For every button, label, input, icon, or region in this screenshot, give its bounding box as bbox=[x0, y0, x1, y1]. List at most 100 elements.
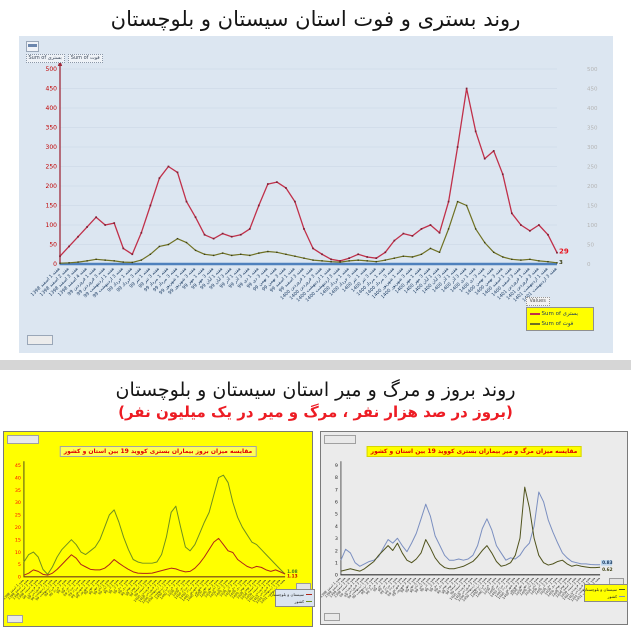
svg-text:15: 15 bbox=[15, 537, 21, 543]
svg-text:30: 30 bbox=[15, 500, 21, 506]
section2-title: روند بروز و مرگ و میر استان سیستان و بلو… bbox=[115, 379, 516, 401]
country-incidence-line-end-label: 1.08 bbox=[287, 569, 298, 575]
legend-item: سیستان و بلوچستان bbox=[583, 587, 625, 592]
legend-label: سیستان و بلوچستان bbox=[583, 587, 617, 592]
legend-label: کشور bbox=[607, 594, 617, 599]
svg-text:40: 40 bbox=[15, 475, 21, 481]
svg-text:50: 50 bbox=[587, 242, 594, 248]
legend-marker bbox=[306, 593, 312, 596]
pivotchart-filter-icon[interactable] bbox=[25, 41, 39, 52]
svg-text:4: 4 bbox=[335, 524, 338, 530]
svg-text:5: 5 bbox=[335, 512, 338, 518]
hospitalization-death-chart-panel: Sum of بستری Sum of فوت 0 0 50 50 100 100 150 15… bbox=[18, 36, 613, 353]
svg-text:500: 500 bbox=[587, 67, 598, 73]
svg-text:3: 3 bbox=[335, 536, 338, 542]
svg-text:200: 200 bbox=[45, 183, 57, 190]
svg-text:300: 300 bbox=[45, 144, 57, 151]
legend-label: سیستان و بلوچستان bbox=[270, 592, 304, 597]
svg-text:450: 450 bbox=[587, 86, 598, 92]
page-title: روند بستری و فوت استان سیستان و بلوچستان bbox=[110, 7, 521, 31]
svg-text:0: 0 bbox=[18, 575, 21, 581]
svg-text:45: 45 bbox=[15, 463, 21, 469]
section2-subtitle: (بروز در صد هزار نفر ، مرگ و میر در یک م… bbox=[118, 403, 513, 421]
country-mortality-line bbox=[340, 491, 601, 567]
legend-item: سیستان و بلوچستان bbox=[270, 592, 312, 597]
country-incidence-line bbox=[23, 474, 286, 575]
main-chart-legend: Values Sum of بستری Sum of فوت bbox=[525, 287, 594, 331]
svg-text:100: 100 bbox=[587, 223, 598, 229]
incidence-axis-field-button[interactable] bbox=[7, 615, 23, 623]
svg-text:7: 7 bbox=[335, 487, 338, 493]
country-mortality-line-end-label: 0.83 bbox=[602, 560, 613, 566]
svg-text:6: 6 bbox=[335, 500, 338, 506]
svg-text:0: 0 bbox=[53, 261, 57, 268]
mortality-field-button[interactable] bbox=[324, 435, 356, 444]
svg-text:200: 200 bbox=[587, 184, 598, 190]
svg-text:25: 25 bbox=[15, 513, 21, 519]
svg-text:400: 400 bbox=[587, 106, 598, 112]
svg-text:350: 350 bbox=[45, 124, 57, 131]
pivot-field-button[interactable]: Sum of فوت bbox=[67, 54, 103, 63]
section-divider bbox=[0, 360, 631, 370]
hospitalization-death-plot: 0 0 50 50 100 100 150 150 200 200 250 250 300 300 350 3… bbox=[29, 60, 598, 303]
svg-text:0: 0 bbox=[335, 573, 338, 579]
deaths-line-end-label: 3 bbox=[559, 260, 563, 266]
svg-text:250: 250 bbox=[587, 164, 598, 170]
incidence-chart-panel: مقایسه میزان بروز بیماران بستری کووید 19… bbox=[3, 431, 315, 627]
province-mortality-line bbox=[340, 486, 601, 572]
svg-text:8: 8 bbox=[335, 475, 338, 481]
legend-item: Sum of فوت bbox=[529, 321, 590, 327]
svg-text:400: 400 bbox=[45, 105, 57, 112]
legend-item: کشور bbox=[587, 594, 625, 599]
svg-text:150: 150 bbox=[45, 202, 57, 209]
mortality-chart: 0 1 2 3 4 5 6 7 8 9 هفته 1 اسفند 1398 هفته 2 اسفند … bbox=[321, 432, 627, 624]
hospitalized-line bbox=[59, 87, 558, 262]
svg-text:500: 500 bbox=[45, 66, 57, 73]
province-incidence-line-end-label: 1.13 bbox=[287, 574, 298, 580]
svg-text:350: 350 bbox=[587, 125, 598, 131]
svg-text:100: 100 bbox=[45, 222, 57, 229]
hospitalized-line-end-label: 29 bbox=[559, 248, 569, 256]
svg-text:5: 5 bbox=[18, 562, 21, 568]
svg-text:150: 150 bbox=[587, 203, 598, 209]
svg-text:9: 9 bbox=[335, 463, 338, 469]
svg-text:300: 300 bbox=[587, 145, 598, 151]
svg-text:50: 50 bbox=[49, 241, 57, 248]
legend-label: Sum of بستری bbox=[541, 311, 579, 317]
svg-text:450: 450 bbox=[45, 85, 57, 92]
svg-text:10: 10 bbox=[15, 550, 21, 556]
svg-text:2: 2 bbox=[335, 548, 338, 554]
legend-label: کشور bbox=[294, 599, 304, 604]
legend-item: Sum of بستری bbox=[529, 311, 590, 317]
hospitalization-death-chart: 0 0 50 50 100 100 150 150 200 200 250 250 300 300 350 3… bbox=[19, 36, 613, 353]
incidence-chart-legend: سیستان و بلوچستان کشور bbox=[270, 589, 315, 607]
incidence-chart: 0 5 10 15 20 25 30 35 40 45 هفته 1 اسفند 1398 هفته … bbox=[4, 432, 312, 626]
legend-items: Sum of بستری Sum of فوت bbox=[525, 307, 594, 331]
legend-item: کشور bbox=[278, 599, 312, 604]
province-incidence-line bbox=[23, 537, 286, 576]
legend-marker bbox=[306, 600, 312, 603]
svg-text:0: 0 bbox=[587, 262, 591, 268]
deaths-line bbox=[59, 201, 557, 264]
axis-field-button[interactable] bbox=[26, 335, 53, 345]
incidence-chart-title: مقایسه میزان بروز بیماران بستری کووید 19… bbox=[59, 446, 257, 457]
svg-text:35: 35 bbox=[15, 488, 21, 494]
legend-values-field-button[interactable]: Values bbox=[525, 297, 550, 306]
svg-text:1: 1 bbox=[335, 560, 338, 566]
mortality-chart-legend: سیستان و بلوچستان کشور bbox=[583, 584, 628, 602]
legend-marker bbox=[619, 588, 625, 591]
pivot-field-button[interactable]: Sum of بستری bbox=[25, 54, 65, 63]
incidence-field-button[interactable] bbox=[7, 435, 39, 444]
comparison-charts-row: مقایسه میزان بروز بیماران بستری کووید 19… bbox=[0, 431, 631, 627]
legend-marker bbox=[619, 595, 625, 598]
pivot-field-buttons: Sum of بستری Sum of فوت bbox=[25, 54, 103, 63]
province-mortality-line-end-label: 0.62 bbox=[602, 567, 613, 573]
mortality-chart-title: مقایسه میزان مرگ و میر بیماران بستری کوو… bbox=[366, 446, 582, 457]
mortality-axis-field-button[interactable] bbox=[324, 613, 340, 621]
svg-text:250: 250 bbox=[45, 163, 57, 170]
legend-label: Sum of فوت bbox=[541, 321, 574, 327]
mortality-chart-panel: مقایسه میزان مرگ و میر بیماران بستری کوو… bbox=[320, 431, 628, 625]
legend-marker bbox=[529, 323, 540, 325]
